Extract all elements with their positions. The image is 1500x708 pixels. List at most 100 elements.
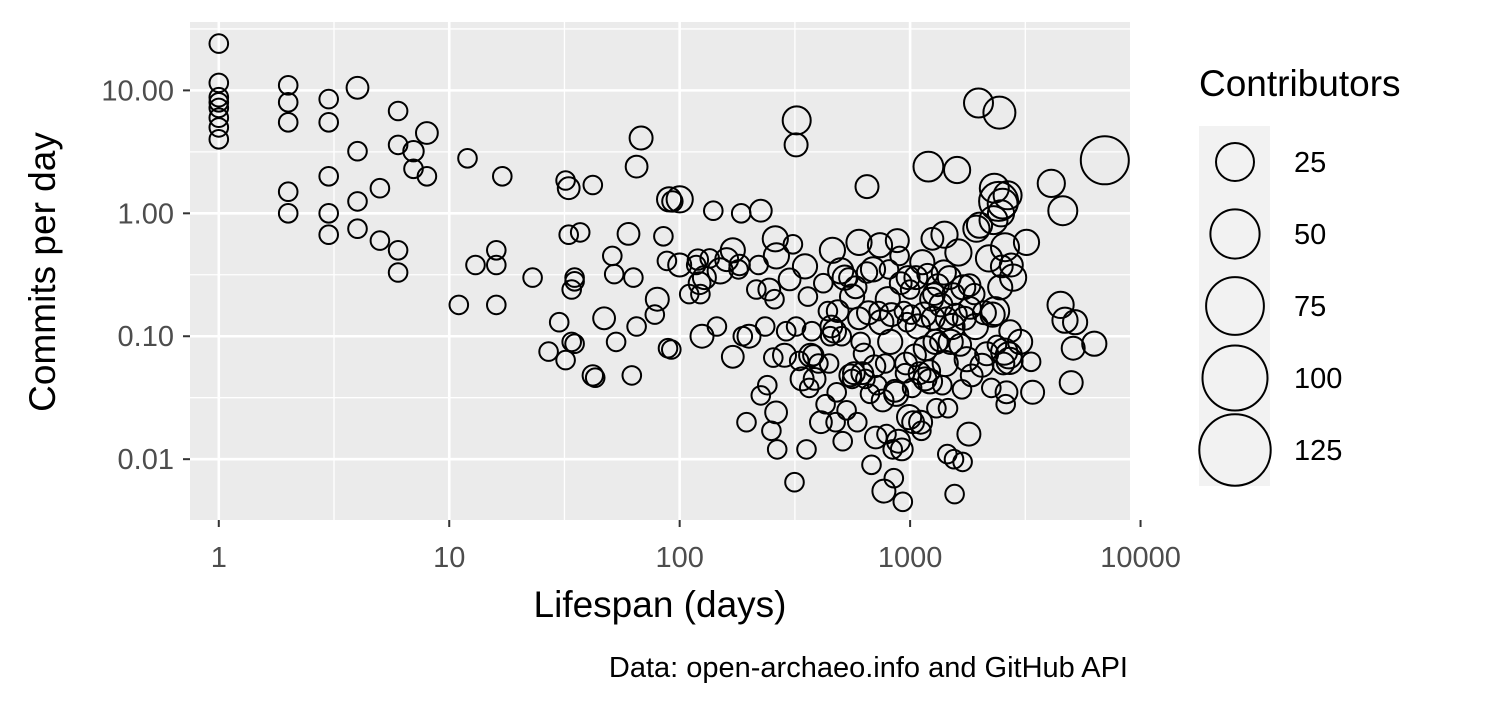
data-point [874,286,901,313]
data-point [911,420,932,442]
data-point [998,319,1023,344]
data-point [870,388,895,413]
data-point [895,265,921,291]
data-point [777,267,802,292]
data-point [963,87,994,119]
data-point [555,170,576,191]
data-point [665,185,694,214]
data-point [387,262,409,283]
data-point [944,238,973,267]
legend-key-circle [1209,208,1261,260]
data-point [796,439,817,460]
data-point [720,344,745,369]
data-point [989,254,1014,279]
data-point [990,232,1020,263]
data-point [1046,290,1075,319]
data-point [781,105,812,136]
data-point [980,296,1011,327]
data-point [859,256,887,283]
data-point [952,451,973,473]
data-point [845,228,873,256]
data-point [931,349,959,378]
data-point [855,261,879,284]
data-point [318,224,340,245]
data-point [819,325,841,347]
legend-key-circle [1201,344,1269,412]
data-point [345,75,370,100]
data-point [624,154,649,179]
data-point [690,283,711,305]
data-point [813,272,834,294]
data-point [831,325,853,347]
data-point [978,205,1009,236]
data-point [797,286,819,307]
data-point [832,430,854,452]
data-point [882,439,904,460]
data-point [912,150,945,183]
data-point [561,279,583,300]
data-point [318,166,340,187]
data-point [1047,195,1079,227]
data-point [1020,379,1046,405]
data-point [538,341,559,362]
data-point [703,200,724,221]
data-point [986,187,1019,220]
data-point [656,250,678,272]
data-point [878,259,900,280]
data-point [686,248,710,271]
data-point [208,117,230,138]
data-point [277,92,299,113]
data-point [866,232,894,259]
data-point [582,174,604,196]
data-point [953,346,980,373]
data-point [877,328,904,355]
data-point [917,359,942,384]
data-point [991,351,1016,376]
data-point [457,148,478,169]
y-tick-label: 10.00 [101,75,174,107]
legend-key-label: 100 [1294,363,1342,395]
data-point [943,448,965,470]
y-tick-label: 0.01 [118,444,174,476]
legend-key-background [1199,126,1270,486]
data-point [916,368,944,395]
plot-panel [190,22,1130,520]
data-point [798,377,820,399]
data-point [854,174,880,200]
data-point [208,129,230,150]
data-point [1007,328,1034,355]
data-point [782,234,804,255]
caption: Data: open-archaeo.info and GitHub API [609,652,1128,684]
data-point [817,300,839,322]
major-gridlines [190,22,1142,520]
data-point [850,331,871,353]
data-point [416,166,438,187]
data-point [1081,330,1108,357]
data-point [982,95,1017,130]
data-point [889,245,910,267]
data-point [208,92,230,113]
data-point [736,323,762,349]
data-point [909,249,936,276]
legend-key-label: 75 [1294,291,1326,323]
data-point [944,483,965,505]
data-point [775,320,797,342]
data-point [318,112,340,133]
data-point [561,331,583,353]
data-point [757,374,778,396]
legend-title: Contributors [1199,63,1401,104]
x-tick-label: 100 [655,542,703,574]
data-point [706,316,728,337]
data-point [766,439,788,460]
data-point [616,222,641,246]
data-point [465,254,486,276]
data-point [825,299,850,324]
data-point [888,271,913,296]
legend-key-circle [1205,276,1265,336]
data-point [522,267,543,288]
y-tick-labels: 0.01 0.10 1.00 10.00 [101,75,174,476]
data-point [992,180,1023,211]
data-point [1020,351,1042,373]
data-point [843,275,868,300]
